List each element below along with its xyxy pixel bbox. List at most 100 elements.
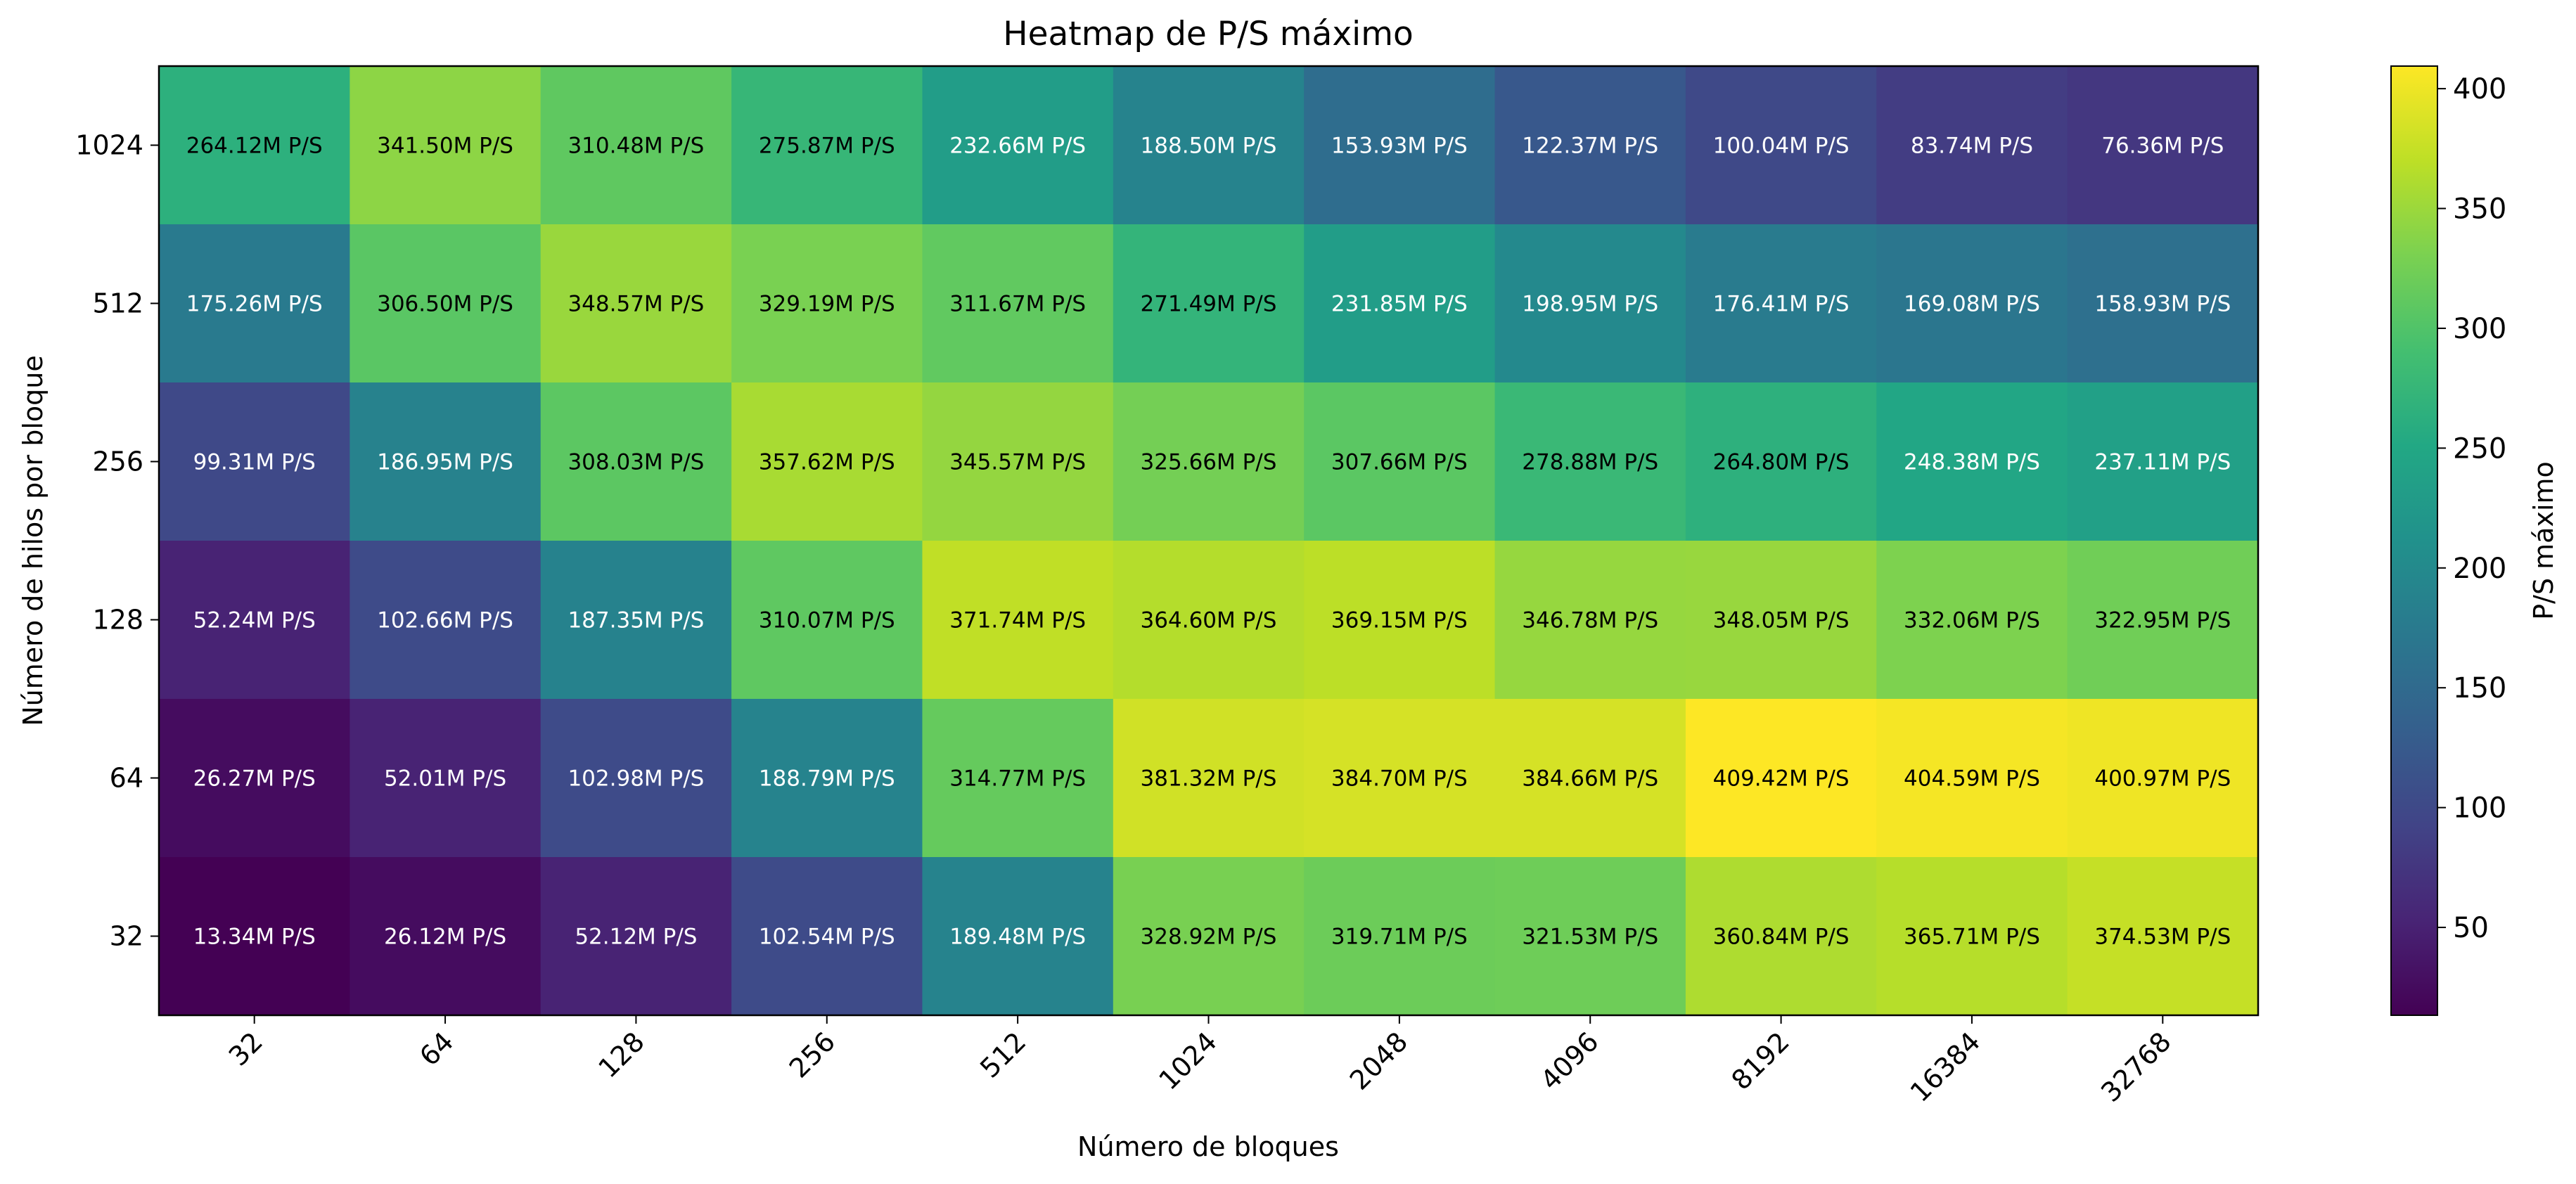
colorbar-tick-label: 350 (2453, 193, 2506, 226)
colorbar-tick-label: 300 (2453, 313, 2506, 345)
heatmap-cell (540, 699, 732, 858)
heatmap-cell-label: 314.77M P/S (949, 766, 1086, 792)
heatmap-cell (1494, 224, 1686, 383)
heatmap-cell-label: 384.70M P/S (1331, 766, 1468, 792)
heatmap-cell-label: 187.35M P/S (568, 608, 704, 633)
heatmap-cell-label: 83.74M P/S (1911, 134, 2033, 159)
heatmap-cell-label: 369.15M P/S (1331, 608, 1468, 633)
y-tick-label: 256 (92, 446, 143, 477)
heatmap-cell (1876, 382, 2068, 541)
heatmap-cell (1113, 224, 1305, 383)
heatmap-cell (159, 224, 350, 383)
heatmap-cell (159, 66, 350, 225)
x-axis-label: Número de bloques (1077, 1131, 1339, 1162)
heatmap-cell (1494, 857, 1686, 1016)
heatmap-cell (1685, 382, 1877, 541)
heatmap-cell-label: 176.41M P/S (1713, 292, 1850, 317)
heatmap-cell-label: 321.53M P/S (1522, 925, 1658, 950)
heatmap-cell (1494, 699, 1686, 858)
heatmap-cell-label: 52.12M P/S (575, 925, 697, 950)
heatmap-cell-label: 237.11M P/S (2094, 450, 2231, 475)
heatmap-cell-label: 122.37M P/S (1522, 134, 1658, 159)
heatmap-cell (350, 699, 542, 858)
heatmap-cell (1113, 541, 1305, 700)
heatmap-cell-label: 100.04M P/S (1713, 134, 1850, 159)
heatmap-cell-label: 348.05M P/S (1713, 608, 1850, 633)
heatmap-cell-label: 365.71M P/S (1904, 925, 2040, 950)
x-tick-label: 32 (223, 1026, 269, 1072)
x-tick-label: 8192 (1725, 1026, 1795, 1096)
heatmap-cell (1685, 224, 1877, 383)
heatmap-cell-label: 371.74M P/S (949, 608, 1086, 633)
heatmap-cell (1876, 857, 2068, 1016)
heatmap-cell-label: 153.93M P/S (1331, 134, 1468, 159)
x-tick-label: 512 (974, 1026, 1032, 1083)
heatmap-cell (2067, 224, 2259, 383)
heatmap-cell (350, 66, 542, 225)
heatmap-cell-label: 357.62M P/S (759, 450, 895, 475)
heatmap-cell (350, 857, 542, 1016)
heatmap-cell (1685, 541, 1877, 700)
heatmap-cell-label: 345.57M P/S (949, 450, 1086, 475)
heatmap-cell (922, 66, 1114, 225)
colorbar-tick-label: 200 (2453, 553, 2506, 585)
heatmap-cell-label: 102.66M P/S (377, 608, 513, 633)
heatmap-cell-label: 307.66M P/S (1331, 450, 1468, 475)
heatmap-cell (1304, 224, 1496, 383)
heatmap-cell (731, 857, 923, 1016)
colorbar (2390, 65, 2438, 1016)
heatmap-cell (1876, 66, 2068, 225)
x-tick-label: 256 (783, 1026, 841, 1083)
heatmap-cell-label: 13.34M P/S (193, 925, 316, 950)
heatmap-cell-label: 102.98M P/S (568, 766, 704, 792)
heatmap-cell-label: 248.38M P/S (1904, 450, 2040, 475)
heatmap-cell (1494, 66, 1686, 225)
heatmap-cell (1685, 66, 1877, 225)
heatmap-cell (1304, 541, 1496, 700)
heatmap-cell (350, 224, 542, 383)
heatmap-cell (1304, 382, 1496, 541)
colorbar-tick-label: 150 (2453, 672, 2506, 704)
heatmap-cell-label: 188.50M P/S (1141, 134, 1277, 159)
heatmap-cell (1113, 66, 1305, 225)
y-tick-label: 64 (110, 763, 143, 794)
heatmap-cell (1494, 382, 1686, 541)
colorbar-tick-label: 100 (2453, 792, 2506, 825)
heatmap-cell (731, 224, 923, 383)
heatmap-cell-label: 400.97M P/S (2094, 766, 2231, 792)
colorbar-label: P/S máximo (2528, 461, 2559, 620)
heatmap-cell (1494, 541, 1686, 700)
heatmap-cell-label: 311.67M P/S (949, 292, 1086, 317)
heatmap-cell (159, 699, 350, 858)
y-tick-label: 128 (92, 605, 143, 636)
heatmap-cell-label: 169.08M P/S (1904, 292, 2040, 317)
heatmap-cell (1113, 699, 1305, 858)
colorbar-tick-label: 400 (2453, 73, 2506, 105)
heatmap-cell (540, 541, 732, 700)
heatmap-cell-label: 381.32M P/S (1141, 766, 1277, 792)
heatmap-cell-label: 189.48M P/S (949, 925, 1086, 950)
heatmap-cell (1113, 857, 1305, 1016)
heatmap-cell (1113, 382, 1305, 541)
heatmap-cell-label: 329.19M P/S (759, 292, 895, 317)
heatmap-cell-label: 186.95M P/S (377, 450, 513, 475)
heatmap-cell (2067, 857, 2259, 1016)
heatmap-cell-label: 328.92M P/S (1141, 925, 1277, 950)
heatmap-cell (2067, 66, 2259, 225)
heatmap-cell-label: 308.03M P/S (568, 450, 704, 475)
x-tick-label: 2048 (1344, 1026, 1414, 1096)
heatmap-cell-label: 278.88M P/S (1522, 450, 1658, 475)
heatmap-cell (540, 66, 732, 225)
heatmap-cell (2067, 382, 2259, 541)
heatmap-cell-label: 264.12M P/S (186, 134, 323, 159)
heatmap-cell-label: 232.66M P/S (949, 134, 1086, 159)
x-axis-ticks: 32 64 128 256 512 1024 2048 4096 8192 16384 32768 (223, 1015, 2177, 1108)
heatmap-cell-label: 271.49M P/S (1141, 292, 1277, 317)
heatmap-cell (1876, 541, 2068, 700)
heatmap-cell-label: 332.06M P/S (1904, 608, 2040, 633)
heatmap-cell-label: 364.60M P/S (1141, 608, 1277, 633)
heatmap-cell-label: 52.24M P/S (193, 608, 316, 633)
heatmap-cell-label: 319.71M P/S (1331, 925, 1468, 950)
